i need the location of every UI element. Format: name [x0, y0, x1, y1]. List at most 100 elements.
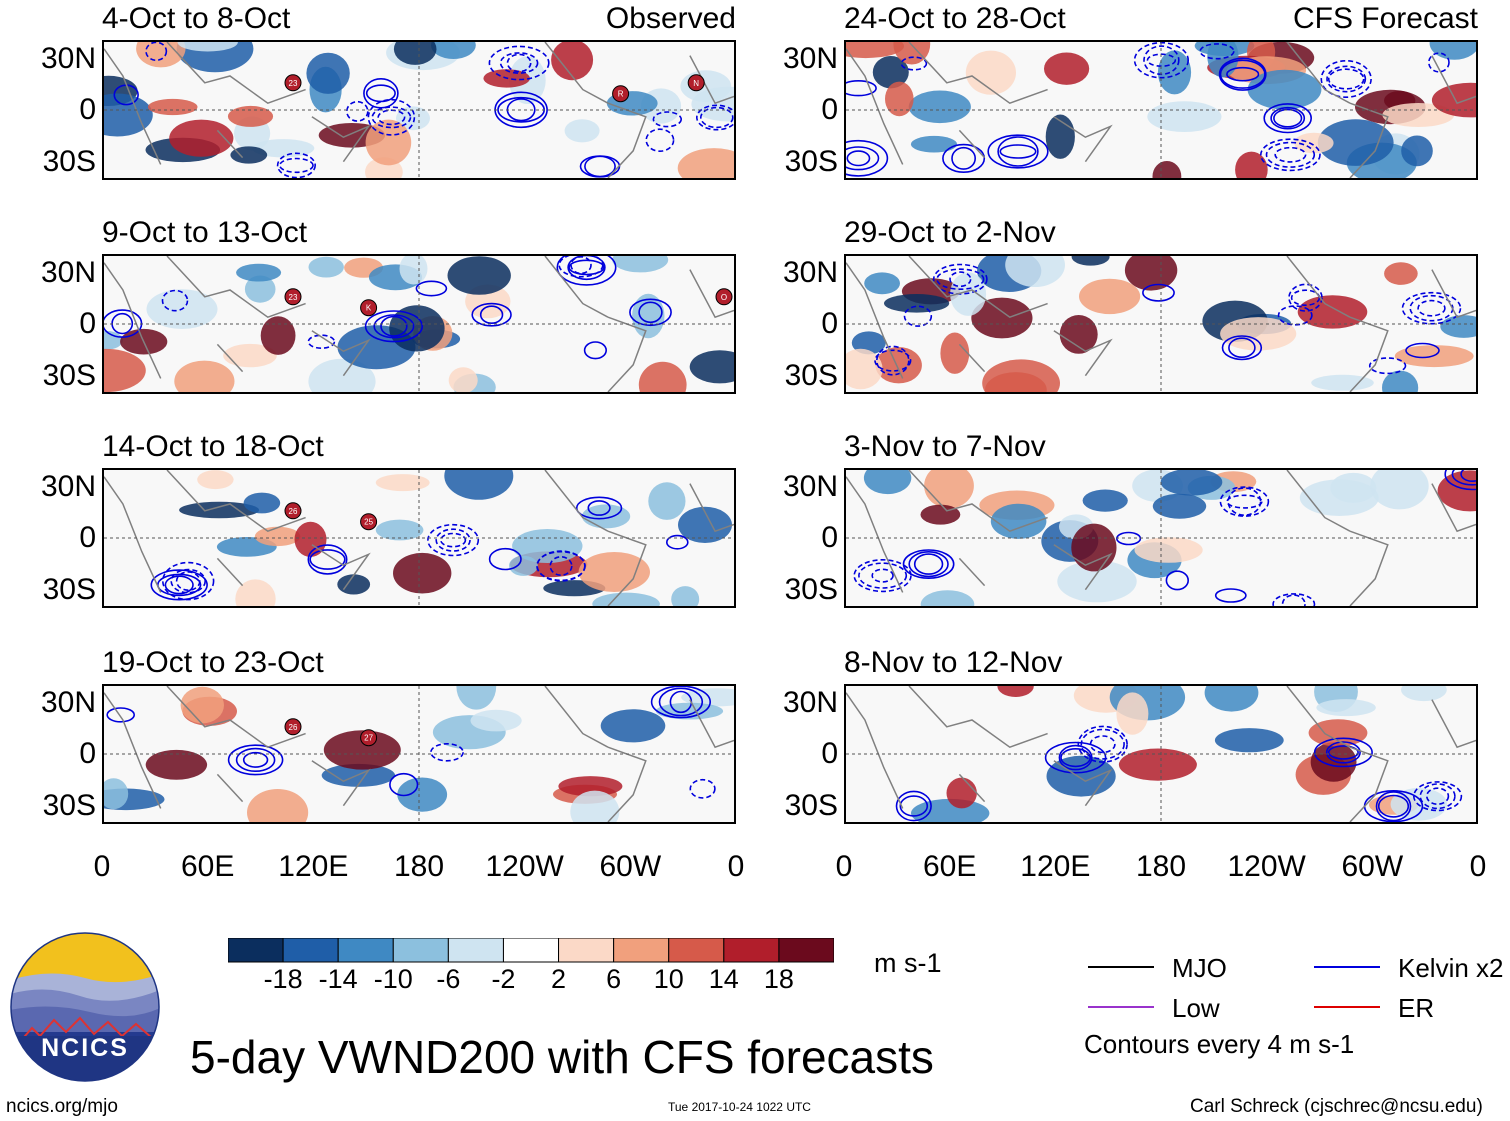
coastline: [1053, 116, 1113, 163]
latitude-tick-label: 30S: [784, 573, 838, 606]
anomaly-blob: [1294, 132, 1334, 154]
anomaly-blob: [1220, 317, 1297, 351]
anomaly-blob: [691, 86, 734, 122]
svg-text:26: 26: [289, 723, 298, 732]
anomaly-blob: [564, 119, 600, 143]
latitude-tick-label: 30S: [42, 789, 96, 822]
kelvin-contour: [506, 53, 532, 73]
kelvin-contour: [1401, 291, 1462, 325]
anomaly-blob: [971, 297, 1033, 339]
coastline: [104, 262, 162, 379]
anomaly-blob: [592, 592, 660, 606]
anomaly-blob: [145, 749, 208, 780]
longitude-tick-label: 60W: [599, 850, 662, 883]
colorbar-tick-label: 18: [763, 964, 794, 994]
coastline: [908, 256, 1048, 319]
latitude-tick-label: 30S: [784, 359, 838, 392]
anomaly-blob: [875, 347, 922, 384]
anomaly-blob: [1057, 560, 1137, 603]
anomaly-blob: [1316, 699, 1376, 717]
longitude-tick-label: 120E: [278, 850, 349, 883]
latitude-tick-label: 0: [821, 737, 838, 770]
kelvin-contour: [499, 52, 539, 74]
anomaly-blob: [920, 504, 961, 525]
map-plot: 23 R N: [104, 42, 734, 178]
coastline: [689, 483, 734, 533]
kelvin-contour: [1451, 470, 1476, 486]
kelvin-contour: [346, 100, 369, 122]
colorbar-swatch: [447, 938, 504, 963]
map-plot: 26 25: [104, 470, 734, 606]
map-plot: [846, 42, 1476, 178]
anomaly-blob: [1134, 537, 1203, 563]
unit-label: m s-1: [874, 948, 942, 978]
storm-marker: 26: [284, 502, 302, 520]
anomaly-blob: [197, 470, 234, 490]
kelvin-contour: [377, 109, 406, 126]
kelvin-contour: [900, 56, 928, 71]
anomaly-blob: [1152, 161, 1182, 178]
observed-panel-title: 14-Oct to 18-Oct: [102, 430, 324, 463]
legend-line: [1088, 966, 1154, 968]
kelvin-contour: [689, 778, 716, 799]
observed-map-panel: 26 25: [102, 468, 736, 608]
anomaly-blob: [578, 552, 650, 592]
coastline: [311, 544, 371, 591]
kelvin-contour: [638, 301, 663, 324]
colorbar-tick-label: -6: [436, 964, 461, 994]
colorbar-swatch: [282, 938, 339, 963]
anomaly-blob: [174, 360, 235, 392]
coastline: [689, 55, 734, 105]
footer-url[interactable]: ncics.org/mjo: [6, 1096, 118, 1117]
coastline: [1053, 544, 1113, 591]
coastline: [166, 42, 306, 105]
kelvin-contour: [652, 111, 682, 128]
colorbar-tick-label: 14: [708, 964, 739, 994]
anomaly-blob: [375, 519, 424, 541]
kelvin-contour: [899, 795, 929, 817]
coastline: [908, 686, 1048, 749]
anomaly-blob: [243, 492, 281, 514]
storm-marker: N: [687, 74, 705, 92]
observed-panel-title: 19-Oct to 23-Oct: [102, 646, 324, 679]
anomaly-blob: [306, 52, 350, 94]
anomaly-blob: [632, 293, 665, 339]
forecast-map-panel: [844, 40, 1478, 180]
kelvin-contour: [1419, 783, 1456, 810]
longitude-tick-label: 0: [93, 850, 111, 883]
kelvin-contour: [363, 77, 399, 109]
anomaly-blob: [393, 552, 452, 594]
observed-panel-title: 9-Oct to 13-Oct: [102, 216, 308, 249]
latitude-tick-label: 30N: [782, 686, 838, 719]
anomaly-blob: [570, 790, 620, 822]
anomaly-blob: [884, 294, 950, 313]
kelvin-contour: [242, 751, 269, 768]
map-plot: 23 K O: [104, 256, 734, 392]
kelvin-contour: [583, 341, 608, 360]
anomaly-blob: [965, 50, 1016, 95]
anomaly-blob: [235, 579, 276, 606]
kelvin-contour: [556, 256, 617, 286]
coastline: [1431, 699, 1476, 749]
coastline: [166, 470, 306, 533]
longitude-tick-label: 60E: [180, 850, 235, 883]
anomaly-blob: [1079, 278, 1141, 315]
colorbar-tick-label: 6: [606, 964, 622, 994]
kelvin-contour: [1259, 138, 1321, 172]
anomaly-blob: [689, 350, 734, 384]
anomaly-blob: [1401, 686, 1447, 702]
kelvin-contour: [665, 534, 689, 550]
anomaly-blob: [308, 256, 344, 278]
footer-timestamp: Tue 2017-10-24 1022 UTC: [668, 1100, 811, 1114]
coastline: [689, 269, 734, 319]
anomaly-blob: [180, 686, 224, 724]
coastline: [1286, 470, 1351, 532]
anomaly-blob: [365, 119, 412, 166]
latitude-tick-label: 0: [79, 737, 96, 770]
kelvin-contour: [1044, 741, 1107, 774]
anomaly-blob: [1118, 748, 1197, 781]
colorbar-swatch: [558, 938, 615, 963]
kelvin-contour: [471, 302, 512, 327]
storm-marker: 23: [284, 74, 302, 92]
anomaly-blob: [1207, 42, 1239, 78]
